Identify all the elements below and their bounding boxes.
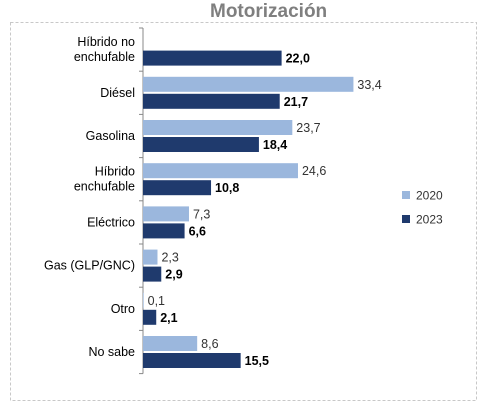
bar-2020 — [143, 76, 354, 92]
bar-2020 — [143, 292, 144, 308]
data-label-2023: 2,9 — [165, 268, 182, 282]
bar-2023 — [143, 137, 259, 152]
category-label: Otro — [111, 302, 135, 316]
category-label: No sabe — [88, 345, 135, 359]
data-label-2023: 6,6 — [189, 224, 206, 238]
legend-label-2023: 2023 — [416, 213, 443, 227]
bar-2020 — [143, 249, 158, 265]
data-label-2023: 18,4 — [263, 138, 287, 152]
data-label-2023: 21,7 — [284, 95, 308, 109]
data-label-2020: 7,3 — [193, 207, 210, 221]
data-label-2023: 10,8 — [215, 181, 239, 195]
bar-2020 — [143, 206, 189, 222]
bar-2020 — [143, 336, 198, 351]
data-label-2023: 22,0 — [286, 52, 310, 66]
legend-label-2020: 2020 — [416, 189, 443, 203]
category-label: Eléctrico — [87, 215, 135, 229]
bar-2023 — [143, 93, 280, 109]
data-label-2020: 23,7 — [296, 121, 320, 135]
plot-frame — [10, 22, 477, 401]
data-label-2023: 15,5 — [245, 354, 269, 368]
category-label: Gasolina — [86, 129, 135, 143]
data-label-2020: 24,6 — [302, 164, 326, 178]
category-label: Híbrido no enchufable — [74, 35, 135, 64]
chart-title: Motorización — [210, 1, 328, 22]
bar-2023 — [143, 266, 162, 282]
bar-2020 — [143, 120, 293, 135]
data-label-2020: 2,3 — [161, 251, 178, 265]
category-label: Híbrido enchufable — [74, 165, 135, 194]
category-label: Gas (GLP/GNC) — [44, 259, 135, 273]
bar-2023 — [143, 223, 185, 239]
legend-swatch-2020 — [402, 191, 410, 199]
data-label-2020: 33,4 — [357, 78, 381, 92]
data-label-2023: 2,1 — [160, 311, 177, 325]
category-label: Diésel — [100, 86, 135, 100]
bar-2023 — [143, 180, 212, 196]
bar-2023 — [143, 309, 157, 325]
bar-2020 — [143, 163, 298, 179]
data-label-2020: 8,6 — [201, 337, 218, 351]
legend-swatch-2023 — [402, 215, 410, 223]
bar-2023 — [143, 50, 282, 66]
bar-2023 — [143, 353, 241, 368]
data-label-2020: 0,1 — [148, 294, 165, 308]
